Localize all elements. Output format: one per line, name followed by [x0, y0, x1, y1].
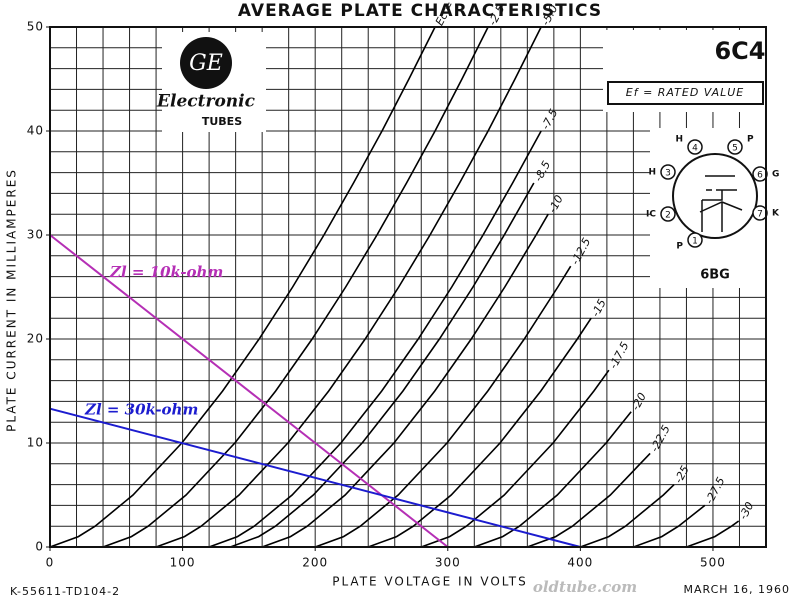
heater-label: Ef = RATED VALUE [626, 86, 744, 99]
plate-curve [102, 26, 489, 548]
footer-date: MARCH 16, 1960 [683, 583, 790, 596]
plate-curve [261, 213, 549, 548]
x-tick-label: 200 [302, 556, 328, 570]
plot-frame [49, 26, 767, 548]
pin-name: IC [646, 210, 656, 220]
pin [660, 164, 676, 180]
pin-number: 2 [665, 211, 671, 221]
x-axis-label: PLATE VOLTAGE IN VOLTS [332, 575, 528, 589]
pin-number: 5 [732, 144, 738, 154]
x-tick-label: 300 [435, 556, 461, 570]
y-axis-label: PLATE CURRENT IN MILLIAMPERES [5, 168, 19, 432]
logo-sub: TUBES [202, 115, 242, 128]
pin [727, 139, 743, 155]
socket-outline [672, 153, 758, 239]
axes: AVERAGE PLATE CHARACTERISTICS PLATE VOLT… [5, 1, 790, 598]
y-tick-label: 50 [27, 20, 44, 34]
pin [660, 206, 676, 222]
y-tick-label: 40 [27, 124, 44, 138]
pin-name: K [772, 209, 780, 219]
overlay: GE Electronic TUBES 6C4 Ef = RATED VALUE… [156, 30, 780, 288]
heater-box [607, 81, 764, 105]
plate-curve [208, 130, 542, 548]
y-tick-label: 30 [27, 228, 44, 242]
pin-number: 6 [757, 171, 763, 181]
pin-name: P [676, 242, 683, 252]
plate-curve [230, 182, 535, 548]
load-line-label: Zl = 30k-ohm [84, 401, 198, 419]
plate-curve [420, 369, 610, 548]
basing-label: 6BG [700, 268, 730, 283]
pin-number: 3 [665, 169, 671, 179]
x-tick-label: 400 [567, 556, 593, 570]
plate-curve [314, 265, 572, 548]
logo-circle [180, 37, 232, 89]
tube-name: 6C4 [714, 37, 765, 65]
logo-brand: Electronic [156, 92, 256, 112]
pin-name: H [675, 135, 683, 145]
pin-name: G [772, 170, 779, 180]
x-tick-label: 0 [46, 556, 55, 570]
plate-curve [633, 504, 706, 548]
pin-name: H [648, 168, 656, 178]
logo-mark: GE [189, 51, 223, 76]
pin [687, 232, 703, 248]
x-tick-label: 100 [170, 556, 196, 570]
plate-curve [49, 26, 436, 548]
y-tick-label: 0 [35, 540, 44, 554]
plate-curve [155, 26, 542, 548]
x-tick-label: 500 [700, 556, 726, 570]
plate-curve [474, 411, 632, 548]
footer-site: oldtube.com [533, 578, 637, 596]
plate-curve [580, 484, 675, 548]
plate-curve [527, 452, 651, 548]
load-line-label: Zl = 10k-ohm [109, 263, 223, 281]
pin-number: 7 [757, 210, 763, 220]
pin-number: 4 [692, 144, 698, 154]
load-line [49, 407, 581, 548]
pin [687, 139, 703, 155]
plate-curve [367, 317, 592, 548]
y-tick-label: 10 [27, 436, 44, 450]
footer-code: K-55611-TD104-2 [10, 585, 120, 598]
y-tick-label: 20 [27, 332, 44, 346]
load-lines: Zl = 10k-ohm Zl = 30k-ohm [49, 234, 581, 548]
pin-number: 1 [692, 237, 698, 247]
chart-title: AVERAGE PLATE CHARACTERISTICS [238, 1, 602, 21]
pin-name: P [747, 135, 754, 145]
plate-curve [686, 520, 740, 548]
tube-symbol [699, 175, 743, 232]
